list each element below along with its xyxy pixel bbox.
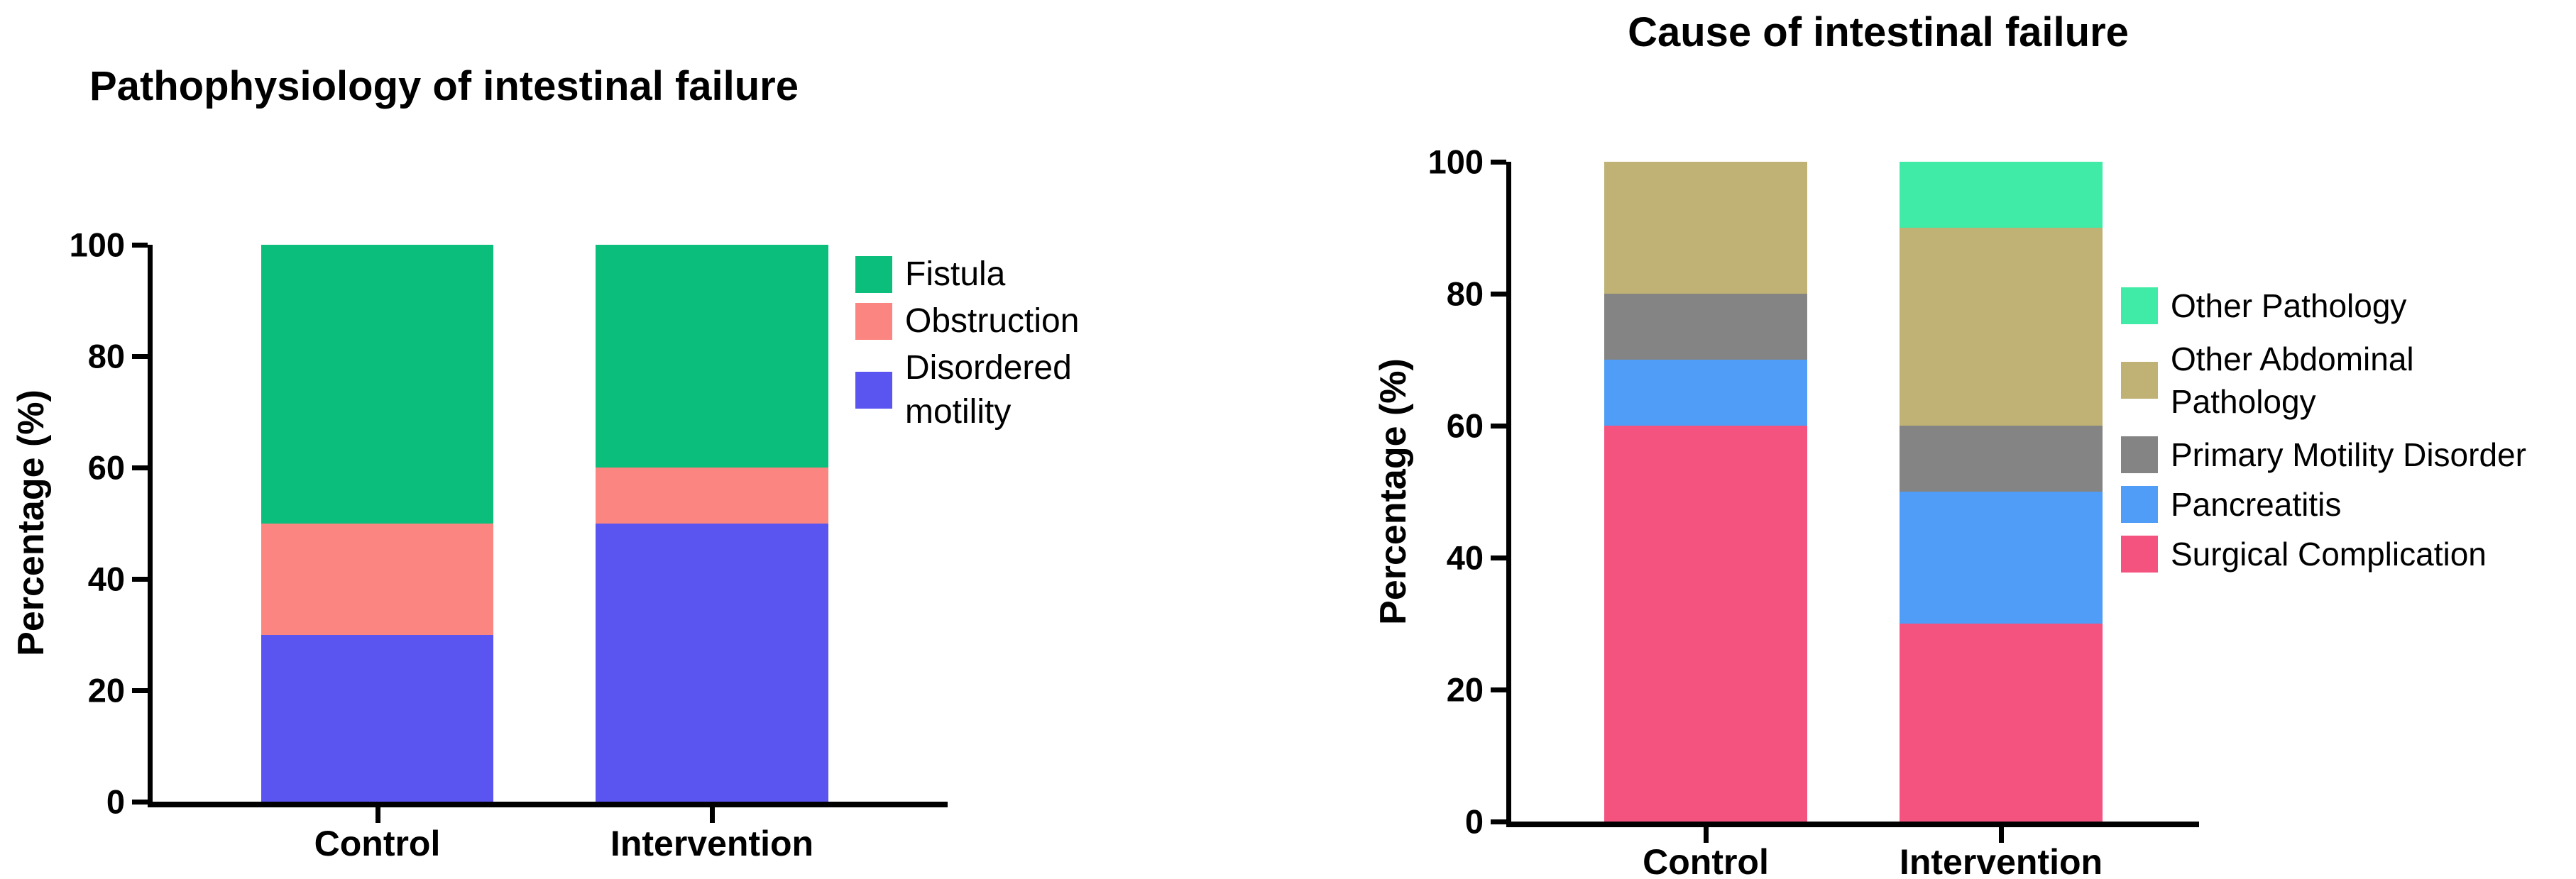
category-label: Control <box>314 824 441 863</box>
pathophysiology-chart-title: Pathophysiology of intestinal failure <box>89 63 799 109</box>
y-tick-label: 0 <box>1464 802 1484 841</box>
bar-segment-disordered-motility <box>596 523 828 802</box>
legend-label: Surgical Complication <box>2171 533 2487 575</box>
legend-item: Disordered motility <box>855 346 1072 434</box>
legend-swatch <box>2121 486 2158 523</box>
bar-segment-fistula <box>261 245 493 524</box>
bar-segment-obstruction <box>261 523 493 635</box>
legend-item: Surgical Complication <box>2121 533 2487 575</box>
cause-chart-title: Cause of intestinal failure <box>1628 9 2129 55</box>
y-tick-mark <box>132 688 148 693</box>
bar-segment-other-pathology <box>1900 162 2103 228</box>
legend-label-line: Surgical Complication <box>2171 536 2487 573</box>
y-tick-label: 60 <box>1446 407 1484 445</box>
y-tick-label: 100 <box>69 226 125 264</box>
y-tick-mark <box>132 354 148 359</box>
bar-segment-obstruction <box>596 468 828 524</box>
y-tick-mark <box>1491 160 1506 165</box>
category-label: Control <box>1643 842 1769 879</box>
y-tick-mark <box>1491 292 1506 297</box>
category-tick-mark <box>710 807 715 823</box>
y-tick-mark <box>1491 424 1506 429</box>
legend-label: Other Abdominal Pathology <box>2171 338 2414 423</box>
legend-swatch <box>855 303 892 340</box>
y-tick-mark <box>132 243 148 248</box>
bar-segment-other-abdominal-pathology <box>1604 162 1807 294</box>
y-tick-label: 40 <box>1446 538 1484 577</box>
bar-segment-primary-motility-disorder <box>1604 294 1807 360</box>
bar-segment-pancreatitis <box>1900 492 2103 624</box>
y-tick-label: 0 <box>106 783 125 821</box>
y-tick-label: 20 <box>1446 670 1484 709</box>
category-tick-mark <box>375 807 380 823</box>
legend-item: Other Abdominal Pathology <box>2121 338 2414 423</box>
legend-label-line: Pathology <box>2171 383 2316 420</box>
bar-segment-surgical-complication <box>1900 624 2103 822</box>
legend-label-line: Pancreatitis <box>2171 486 2342 523</box>
legend-label-line: Primary Motility Disorder <box>2171 436 2526 473</box>
legend-label: Disordered motility <box>905 346 1072 434</box>
y-tick-mark <box>1491 819 1506 824</box>
legend-item: Fistula <box>855 253 1005 297</box>
legend-swatch <box>2121 536 2158 573</box>
category-tick-mark <box>1704 827 1709 843</box>
y-axis-line <box>148 245 153 807</box>
y-tick-label: 40 <box>87 560 125 598</box>
x-axis-line <box>148 802 948 807</box>
legend-label-line: motility <box>905 393 1012 431</box>
legend-label-line: Obstruction <box>905 302 1080 340</box>
legend-swatch <box>2121 362 2158 399</box>
y-axis-title: Percentage (%) <box>1373 358 1414 625</box>
bar-segment-primary-motility-disorder <box>1900 426 2103 492</box>
y-tick-mark <box>132 577 148 582</box>
y-tick-mark <box>132 465 148 470</box>
legend-label: Obstruction <box>905 299 1079 343</box>
y-tick-label: 100 <box>1427 143 1484 181</box>
legend-label: Other Pathology <box>2171 284 2406 327</box>
legend-label-line: Other Abdominal <box>2171 341 2414 377</box>
y-tick-label: 80 <box>87 337 125 375</box>
legend-item: Other Pathology <box>2121 284 2406 327</box>
legend-item: Pancreatitis <box>2121 483 2341 526</box>
category-tick-mark <box>1999 827 2004 843</box>
y-tick-mark <box>1491 687 1506 692</box>
legend-label: Pancreatitis <box>2171 483 2341 526</box>
legend-swatch <box>855 372 892 409</box>
bar-segment-disordered-motility <box>261 634 493 802</box>
y-tick-label: 20 <box>87 671 125 709</box>
legend-label-line: Other Pathology <box>2171 287 2407 324</box>
bar-segment-surgical-complication <box>1604 426 1807 822</box>
bar-segment-pancreatitis <box>1604 360 1807 426</box>
bar-segment-fistula <box>596 245 828 468</box>
y-tick-mark <box>1491 555 1506 560</box>
x-axis-line <box>1506 822 2199 827</box>
y-tick-mark <box>132 800 148 805</box>
legend-label: Fistula <box>905 253 1005 297</box>
y-tick-label: 60 <box>87 448 125 487</box>
legend-swatch <box>855 256 892 293</box>
legend-swatch <box>2121 436 2158 473</box>
legend-label-line: Disordered <box>905 349 1072 387</box>
legend-item: Obstruction <box>855 299 1079 343</box>
legend-label-line: Fistula <box>905 255 1006 293</box>
bar-segment-other-abdominal-pathology <box>1900 228 2103 426</box>
category-label: Intervention <box>610 824 814 863</box>
y-axis-line <box>1506 162 1511 827</box>
legend-label: Primary Motility Disorder <box>2171 433 2526 476</box>
category-label: Intervention <box>1899 842 2103 879</box>
y-axis-title: Percentage (%) <box>11 389 52 656</box>
y-tick-label: 80 <box>1446 275 1484 313</box>
legend-item: Primary Motility Disorder <box>2121 433 2526 476</box>
legend-swatch <box>2121 287 2158 324</box>
